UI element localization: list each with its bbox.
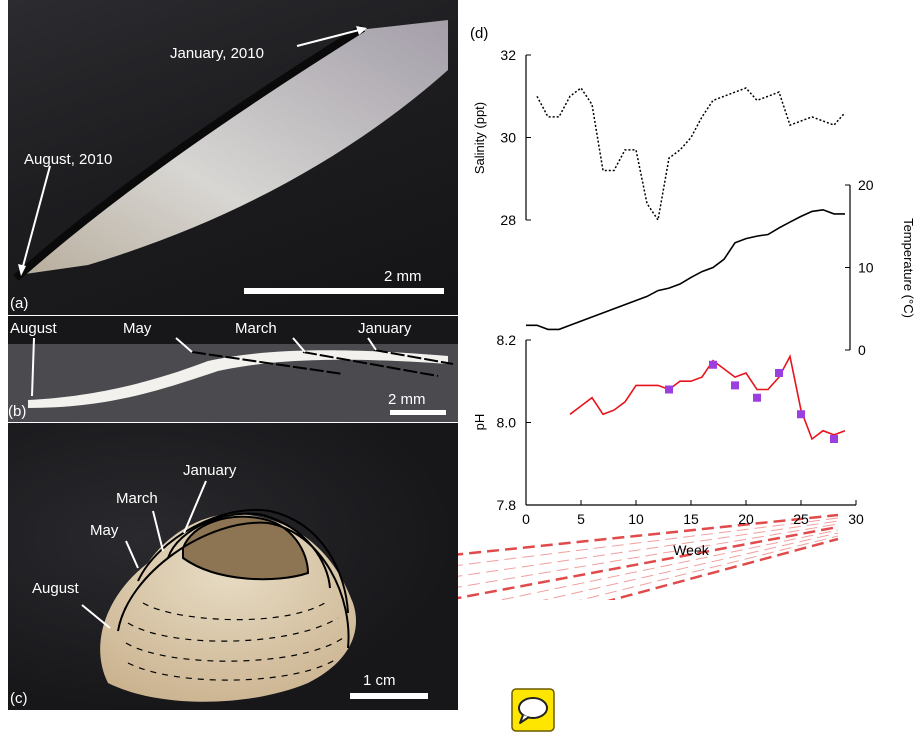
growth-line-august [117, 521, 350, 649]
annotation-march: March [235, 320, 277, 337]
growth-line-january [373, 349, 454, 365]
annotation-january-2010: January, 2010 [170, 45, 264, 62]
growth-line-may [137, 508, 349, 614]
daily-growth-lines [142, 600, 329, 621]
chart-panel-d: (d) 28 30 32 Salinity (ppt) 0 10 20 Temperature… [458, 25, 914, 600]
scale-bar-label: 2 mm [384, 268, 422, 285]
salinity-axis-label: Salinity (ppt) [472, 102, 487, 174]
annotation-may: May [90, 522, 119, 539]
daily-growth-lines [127, 617, 339, 642]
arrow-may [175, 337, 193, 353]
ph-marker [709, 360, 717, 369]
scale-bar [350, 693, 428, 699]
panel-b-photo: August May March January 2 mm (b) [8, 316, 458, 422]
arrow-march [152, 510, 164, 552]
scale-bar [390, 410, 446, 415]
panel-c-clam-shell: January March May August 1 cm (c) [10, 462, 428, 707]
connector-line [578, 535, 839, 600]
chart-series [526, 86, 846, 443]
speech-bubble-icon[interactable] [511, 688, 555, 732]
week-tick-label: 15 [683, 511, 699, 527]
arrow-january-2010 [296, 28, 364, 47]
connector-line [458, 520, 839, 577]
ph-line [569, 354, 846, 441]
ph-tick-label: 8.2 [497, 332, 517, 348]
ph-marker [775, 369, 783, 377]
shell-periostracum-edge [13, 24, 366, 281]
growth-line-may [191, 351, 344, 375]
salinity-tick-label: 28 [500, 212, 516, 228]
annotation-march: March [116, 490, 158, 507]
ph-tick-label: 8.0 [497, 415, 517, 431]
arrow-january [367, 337, 377, 351]
panel-c-photo: January March May August 1 cm (c) [8, 423, 458, 710]
arrow-august-2010 [21, 165, 51, 271]
salinity-tick-label: 30 [500, 130, 516, 146]
temperature-axis-label: Temperature (°C) [901, 218, 914, 318]
panel-label: (d) [470, 25, 488, 42]
week-connector-lines [458, 513, 839, 600]
ph-marker [797, 410, 805, 419]
chart-axes: 28 30 32 Salinity (ppt) 0 10 20 Temperature (°C… [472, 47, 914, 558]
scale-bar [244, 288, 444, 294]
connector-line [542, 532, 839, 600]
panel-a-photo: January, 2010 August, 2010 2 mm (a) [8, 0, 458, 315]
temperature-tick-label: 0 [858, 342, 866, 358]
panel-label: (a) [10, 295, 28, 312]
scale-bar-label: 1 cm [363, 672, 396, 689]
connector-line [498, 529, 839, 600]
week-tick-label: 10 [628, 511, 644, 527]
annotation-august-2010: August, 2010 [24, 151, 112, 168]
arrow-may [125, 540, 139, 569]
week-tick-label: 5 [577, 511, 585, 527]
annotation-may: May [123, 320, 152, 337]
ph-marker [753, 393, 761, 402]
arrow-january [183, 480, 207, 534]
ph-tick-label: 7.8 [497, 497, 517, 513]
ph-marker [731, 381, 739, 390]
annotation-january: January [183, 462, 237, 479]
connector-line [607, 537, 839, 600]
annotation-august: August [32, 580, 80, 597]
panel-a-shell-section: January, 2010 August, 2010 2 mm (a) [10, 20, 448, 312]
scale-bar-label: 2 mm [388, 391, 426, 408]
shell-layer [28, 350, 448, 408]
temperature-line [526, 208, 845, 331]
ph-marker [830, 435, 838, 443]
week-tick-label: 20 [738, 511, 754, 527]
temperature-tick-label: 10 [858, 260, 874, 276]
panel-label: (c) [10, 690, 28, 707]
panel-b-shell-section: August May March January 2 mm (b) [8, 320, 458, 422]
growth-line-march [302, 351, 439, 377]
arrow-august [81, 604, 111, 629]
salinity-tick-label: 32 [500, 47, 516, 63]
salinity-line [536, 86, 846, 222]
week-tick-label: 25 [793, 511, 809, 527]
week-tick-label: 30 [848, 511, 864, 527]
ph-axis-label: pH [472, 414, 487, 431]
panel-label: (b) [8, 403, 26, 420]
annotation-august: August [10, 320, 58, 337]
week-tick-label: 0 [522, 511, 530, 527]
week-axis-label: Week [673, 542, 710, 558]
arrow-march [292, 337, 306, 353]
arrow-august [31, 337, 35, 397]
growth-line-march [167, 512, 331, 589]
arrow-head-icon [356, 26, 367, 35]
arrow-head-icon [18, 264, 26, 276]
daily-growth-lines [127, 657, 339, 681]
daily-growth-lines [125, 637, 344, 662]
annotation-january: January [358, 320, 412, 337]
connector-line [458, 517, 839, 566]
ph-marker [665, 385, 673, 394]
shell-cross-section [18, 20, 448, 275]
temperature-tick-label: 20 [858, 177, 874, 193]
